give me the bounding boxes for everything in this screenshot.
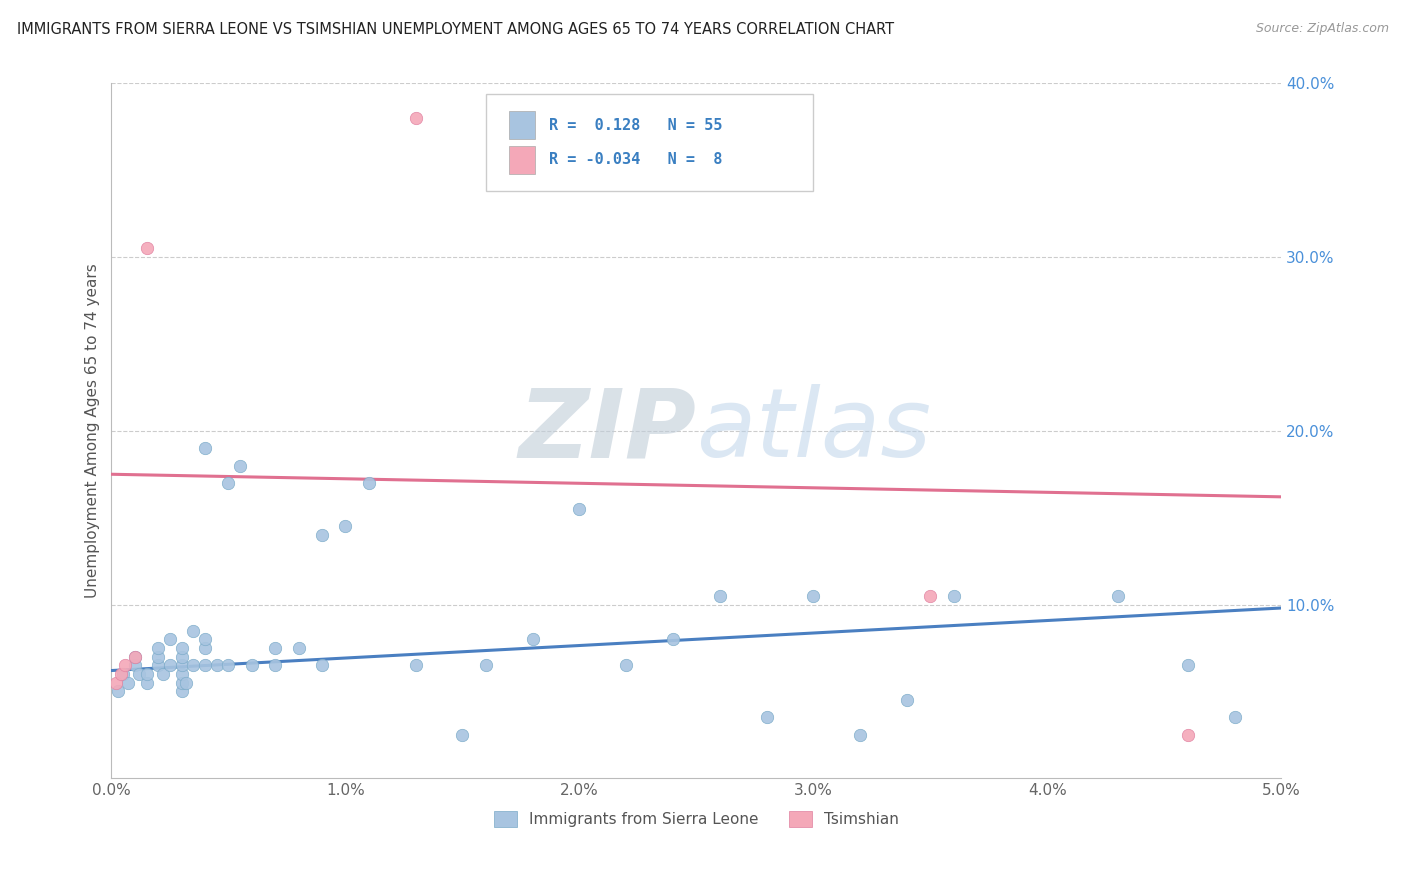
Point xyxy=(114,658,136,673)
Point xyxy=(755,710,778,724)
Point xyxy=(229,458,252,473)
Point xyxy=(920,589,942,603)
Point xyxy=(135,242,157,256)
Point xyxy=(170,675,193,690)
Point xyxy=(662,632,685,647)
Point xyxy=(896,693,918,707)
Point xyxy=(159,632,181,647)
Point xyxy=(112,667,135,681)
Point xyxy=(1223,710,1246,724)
Point xyxy=(135,675,157,690)
Point xyxy=(335,519,357,533)
Point xyxy=(849,728,872,742)
Point xyxy=(194,640,217,655)
Point xyxy=(117,675,139,690)
Point xyxy=(124,649,146,664)
Point xyxy=(217,658,239,673)
Point xyxy=(181,658,204,673)
Point xyxy=(107,684,129,698)
Text: ZIP: ZIP xyxy=(519,384,696,477)
Legend: Immigrants from Sierra Leone, Tsimshian: Immigrants from Sierra Leone, Tsimshian xyxy=(488,805,905,833)
Point xyxy=(205,658,228,673)
Text: Source: ZipAtlas.com: Source: ZipAtlas.com xyxy=(1256,22,1389,36)
Point xyxy=(614,658,637,673)
Point xyxy=(148,640,170,655)
Point xyxy=(522,632,544,647)
Point xyxy=(110,667,132,681)
Point xyxy=(170,658,193,673)
Point xyxy=(1177,658,1199,673)
Point xyxy=(311,658,333,673)
Point xyxy=(217,475,239,490)
Point xyxy=(1177,728,1199,742)
Point xyxy=(159,658,181,673)
Point xyxy=(405,111,427,125)
FancyBboxPatch shape xyxy=(486,94,814,191)
Point xyxy=(194,441,217,455)
Point xyxy=(170,684,193,698)
Point xyxy=(105,675,128,690)
Point xyxy=(194,658,217,673)
Point xyxy=(124,658,146,673)
Point xyxy=(148,658,170,673)
Point xyxy=(264,658,287,673)
FancyBboxPatch shape xyxy=(509,112,534,139)
Point xyxy=(152,667,174,681)
Point xyxy=(709,589,731,603)
Point xyxy=(264,640,287,655)
Point xyxy=(287,640,309,655)
Point xyxy=(170,667,193,681)
Point xyxy=(181,624,204,638)
Point xyxy=(942,589,965,603)
Point xyxy=(803,589,825,603)
Point xyxy=(128,667,150,681)
Point xyxy=(170,649,193,664)
Point xyxy=(311,528,333,542)
Point xyxy=(568,502,591,516)
Text: IMMIGRANTS FROM SIERRA LEONE VS TSIMSHIAN UNEMPLOYMENT AMONG AGES 65 TO 74 YEARS: IMMIGRANTS FROM SIERRA LEONE VS TSIMSHIA… xyxy=(17,22,894,37)
FancyBboxPatch shape xyxy=(509,146,534,174)
Point xyxy=(475,658,498,673)
Point xyxy=(451,728,474,742)
Point xyxy=(194,632,217,647)
Text: atlas: atlas xyxy=(696,384,931,477)
Point xyxy=(124,649,146,664)
Point xyxy=(148,649,170,664)
Text: R =  0.128   N = 55: R = 0.128 N = 55 xyxy=(548,118,723,133)
Point xyxy=(357,475,380,490)
Text: R = -0.034   N =  8: R = -0.034 N = 8 xyxy=(548,153,723,168)
Point xyxy=(1107,589,1129,603)
Point xyxy=(240,658,263,673)
Point xyxy=(170,640,193,655)
Point xyxy=(135,667,157,681)
Point xyxy=(174,675,197,690)
Point xyxy=(405,658,427,673)
Y-axis label: Unemployment Among Ages 65 to 74 years: Unemployment Among Ages 65 to 74 years xyxy=(86,263,100,599)
